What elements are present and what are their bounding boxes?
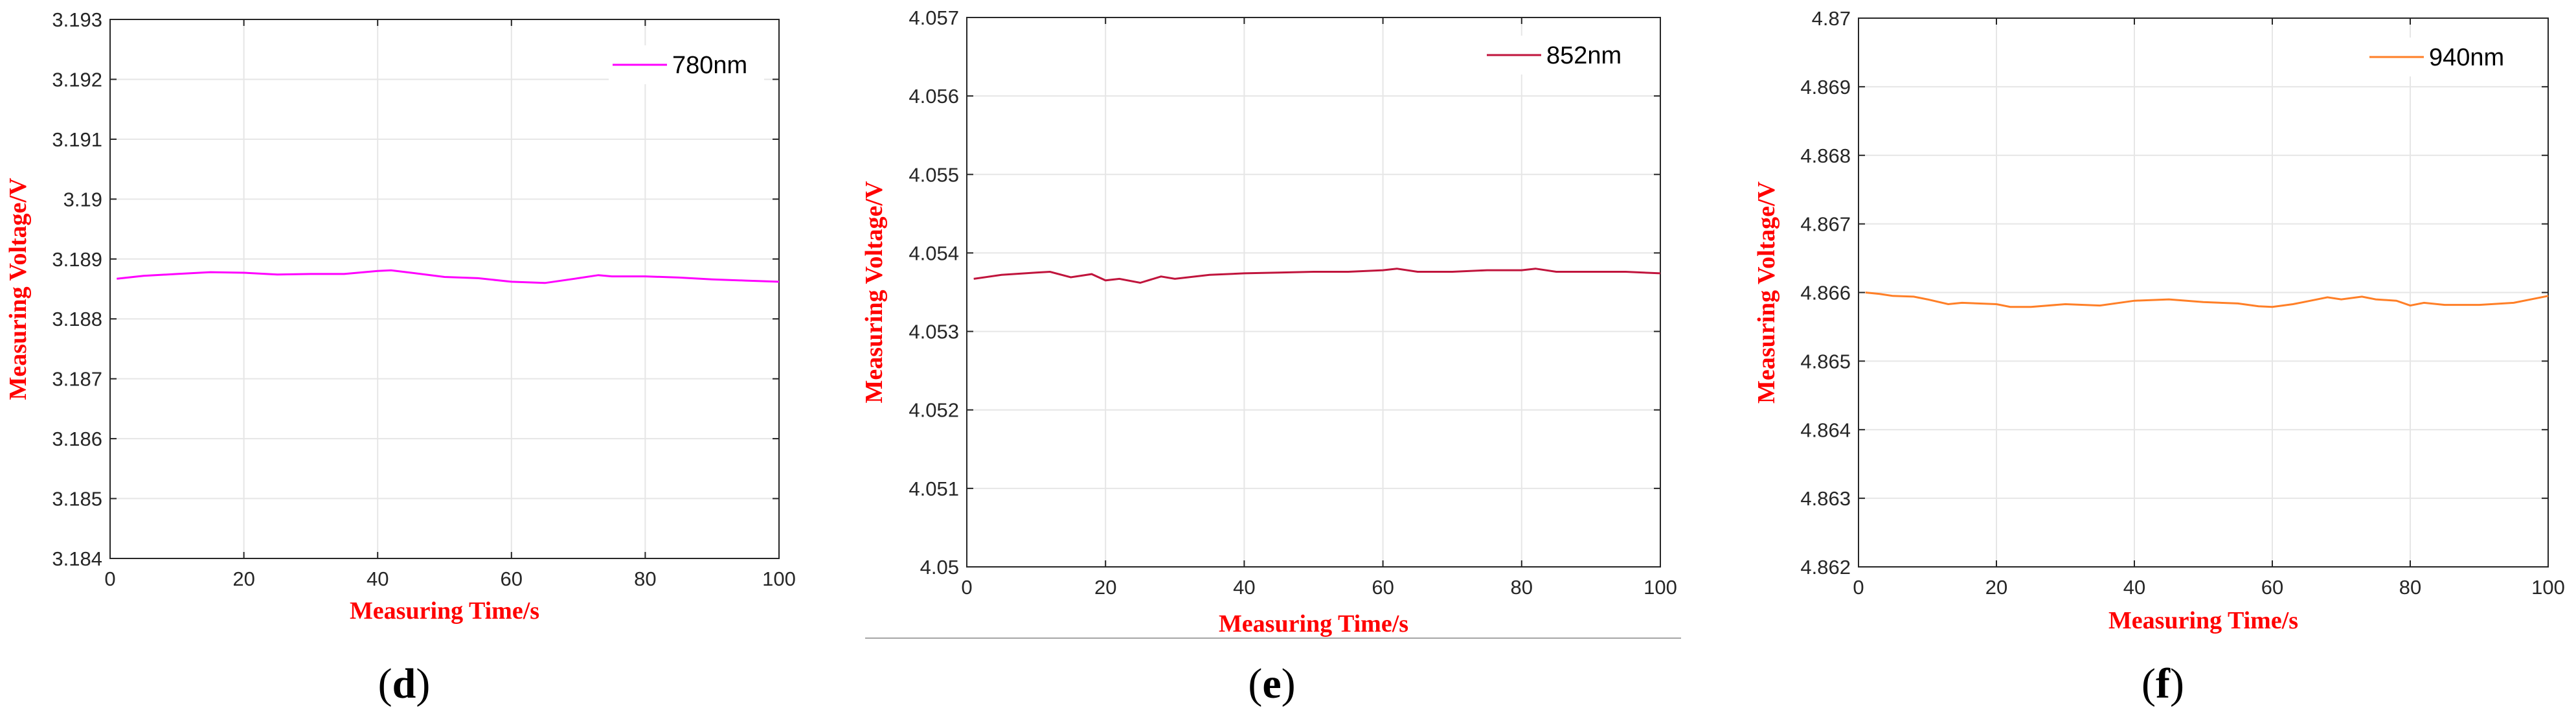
x-tick-label-d: 80 [634,568,656,590]
y-axis-title-d: Measuring Voltage/V [5,178,32,400]
plot-area-e [967,17,1660,567]
chart-d-svg: 0 20 40 60 80 100 3.184 3.185 3.186 3.187 3.188 3.1… [5,8,796,625]
x-tick-label-e: 80 [1511,576,1533,599]
caption-d-close: ) [416,660,431,707]
y-tick-label-e: 4.052 [909,399,959,422]
y-tick-label-e: 4.051 [909,477,959,500]
y-tick-label-f: 4.868 [1800,144,1851,167]
x-tick-label-f: 40 [2123,576,2145,599]
x-tick-label-d: 20 [232,568,254,590]
x-axis-title-d: Measuring Time/s [350,597,539,625]
y-tick-label-f: 4.864 [1800,419,1851,441]
x-axis-title-f: Measuring Time/s [2108,607,2298,634]
y-tick-label-d: 3.193 [52,8,102,31]
x-tick-label-e: 0 [961,576,972,599]
chart-panel-f: 0 20 40 60 80 100 4.862 4.863 4.864 4.865 4.866 4.8… [1735,0,2576,723]
chart-panel-e: 0 20 40 60 80 100 4.05 4.051 4.052 4.053 4.054 4.05… [842,0,1703,723]
x-tick-label-f: 60 [2261,576,2283,599]
plot-area-d [110,19,779,558]
x-tick-label-e: 60 [1372,576,1394,599]
y-tick-label-f: 4.865 [1800,350,1851,373]
y-tick-label-f: 4.87 [1812,7,1851,30]
y-tick-label-e: 4.053 [909,321,959,343]
x-tick-label-e: 100 [1644,576,1677,599]
legend-label-f: 940nm [2429,44,2504,71]
x-tick-label-e: 40 [1233,576,1255,599]
axes-box-d [109,19,780,559]
caption-e-close: ) [1281,660,1296,707]
x-tick-label-f: 100 [2531,576,2565,599]
y-tick-label-f: 4.863 [1800,487,1851,510]
x-tick-label-f: 20 [1985,576,2007,599]
caption-d-open: ( [378,660,392,707]
x-tick-label-e: 20 [1094,576,1116,599]
x-tick-label-f: 80 [2399,576,2421,599]
y-tick-label-f: 4.867 [1800,213,1851,236]
y-tick-label-e: 4.057 [909,6,959,29]
y-tick-label-d: 3.186 [52,428,102,450]
y-tick-label-d: 3.184 [52,547,102,570]
x-tick-label-d: 0 [104,568,115,590]
x-tick-label-d: 100 [762,568,796,590]
axes-box-f [1858,17,2549,568]
chart-panel-d: 0 20 40 60 80 100 3.184 3.185 3.186 3.187 3.188 3.1… [0,0,809,723]
series-line-f [1865,292,2549,308]
y-tick-label-e: 4.05 [920,556,959,579]
caption-f-letter: f [2156,660,2170,707]
y-tick-label-d: 3.189 [52,248,102,271]
caption-e: (e) [1207,660,1337,709]
y-tick-label-d: 3.19 [63,188,102,211]
y-tick-label-e: 4.055 [909,163,959,186]
y-tick-label-d: 3.185 [52,488,102,511]
y-tick-label-d: 3.187 [52,368,102,391]
y-tick-label-d: 3.192 [52,68,102,91]
caption-e-open: ( [1248,660,1263,707]
x-tick-label-d: 40 [367,568,389,590]
y-tick-label-f: 4.866 [1800,282,1851,304]
caption-e-letter: e [1262,660,1282,707]
series-line-d [117,269,780,284]
y-tick-label-f: 4.862 [1800,556,1851,579]
caption-f-close: ) [2169,660,2184,707]
caption-f-open: ( [2141,660,2156,707]
caption-d: (d) [339,660,469,709]
panel-e-separator [865,637,1681,639]
axes-box-e [966,17,1661,568]
y-axis-title-f: Measuring Voltage/V [1753,181,1780,404]
x-tick-label-f: 0 [1853,576,1864,599]
legend-label-d: 780nm [672,52,747,79]
chart-e-svg: 0 20 40 60 80 100 4.05 4.051 4.052 4.053 4.054 4.05… [861,6,1677,637]
x-tick-label-d: 60 [501,568,523,590]
caption-d-letter: d [392,660,416,707]
legend-label-e: 852nm [1546,42,1621,69]
x-axis-title-e: Measuring Time/s [1219,610,1408,637]
y-tick-label-d: 3.188 [52,308,102,330]
caption-f: (f) [2098,660,2228,709]
y-tick-label-d: 3.191 [52,128,102,151]
y-tick-label-e: 4.056 [909,85,959,108]
chart-f-svg: 0 20 40 60 80 100 4.862 4.863 4.864 4.865 4.866 4.8… [1753,7,2565,634]
series-line-e [973,268,1661,284]
y-tick-label-f: 4.869 [1800,76,1851,98]
y-tick-label-e: 4.054 [909,242,959,264]
y-axis-title-e: Measuring Voltage/V [861,181,888,404]
